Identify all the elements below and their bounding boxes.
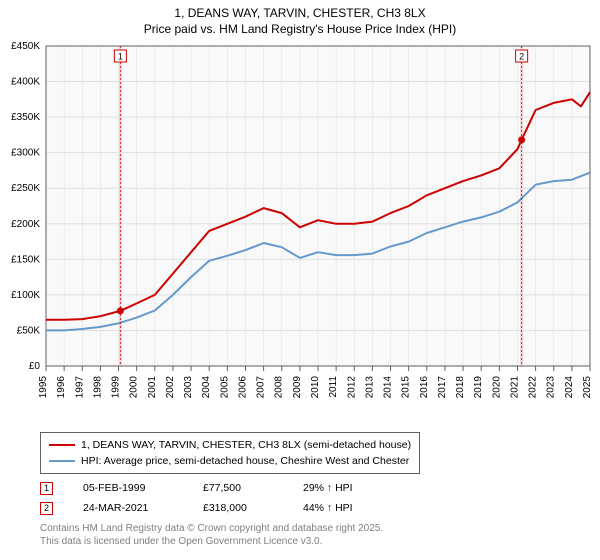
svg-text:2003: 2003 [183,376,194,399]
svg-text:2023: 2023 [546,376,557,399]
svg-text:2014: 2014 [383,376,394,399]
svg-text:2001: 2001 [147,376,158,399]
footer-line-2: This data is licensed under the Open Gov… [40,535,383,548]
svg-text:2015: 2015 [401,376,412,399]
svg-text:2013: 2013 [364,376,375,399]
svg-text:£50K: £50K [17,325,41,336]
svg-text:£250K: £250K [11,183,40,194]
svg-text:2018: 2018 [455,376,466,399]
svg-text:2000: 2000 [129,376,140,399]
svg-text:£400K: £400K [11,77,40,88]
svg-text:2017: 2017 [437,376,448,399]
svg-text:2021: 2021 [509,376,520,399]
marker-price: £77,500 [203,482,303,494]
legend-label: HPI: Average price, semi-detached house,… [81,455,409,467]
svg-text:2004: 2004 [201,376,212,399]
svg-text:1998: 1998 [92,376,103,399]
legend-swatch [49,444,75,446]
svg-text:2008: 2008 [274,376,285,399]
line-chart: £0 £50K £100K £150K £200K £250K £300K £350K £400… [0,40,600,420]
svg-text:1996: 1996 [56,376,67,399]
title-line-1: 1, DEANS WAY, TARVIN, CHESTER, CH3 8LX [0,6,600,22]
chart-area: £0 £50K £100K £150K £200K £250K £300K £350K £400… [0,40,600,420]
marker-date: 24-MAR-2021 [83,502,203,514]
svg-text:£200K: £200K [11,219,40,230]
chart-titles: 1, DEANS WAY, TARVIN, CHESTER, CH3 8LX P… [0,0,600,37]
svg-text:1995: 1995 [38,376,49,399]
svg-text:2: 2 [519,52,524,62]
svg-text:£0: £0 [29,361,41,372]
svg-text:2011: 2011 [328,376,339,398]
legend-item: 1, DEANS WAY, TARVIN, CHESTER, CH3 8LX (… [49,437,411,453]
svg-text:2010: 2010 [310,376,321,399]
svg-text:2002: 2002 [165,376,176,399]
marker-date: 05-FEB-1999 [83,482,203,494]
title-line-2: Price paid vs. HM Land Registry's House … [0,22,600,38]
svg-text:2016: 2016 [419,376,430,399]
legend: 1, DEANS WAY, TARVIN, CHESTER, CH3 8LX (… [40,432,420,474]
marker-price: £318,000 [203,502,303,514]
svg-text:2022: 2022 [528,376,539,399]
svg-text:2024: 2024 [564,376,575,399]
svg-text:2019: 2019 [473,376,484,399]
svg-text:£100K: £100K [11,290,40,301]
marker-badge: 1 [40,482,53,495]
marker-badge: 2 [40,502,53,515]
svg-text:2012: 2012 [346,376,357,399]
svg-text:£350K: £350K [11,112,40,123]
svg-text:£300K: £300K [11,148,40,159]
svg-text:£450K: £450K [11,41,40,52]
marker-row: 1 05-FEB-1999 £77,500 29% ↑ HPI [40,478,403,498]
svg-text:1999: 1999 [111,376,122,399]
svg-text:2025: 2025 [582,376,593,399]
marker-table: 1 05-FEB-1999 £77,500 29% ↑ HPI 2 24-MAR… [40,478,403,518]
footer-line-1: Contains HM Land Registry data © Crown c… [40,522,383,535]
marker-hpi: 44% ↑ HPI [303,502,403,514]
legend-label: 1, DEANS WAY, TARVIN, CHESTER, CH3 8LX (… [81,439,411,451]
marker-row: 2 24-MAR-2021 £318,000 44% ↑ HPI [40,498,403,518]
svg-text:1: 1 [118,52,123,62]
svg-text:£150K: £150K [11,254,40,265]
svg-text:2005: 2005 [219,376,230,399]
svg-text:1997: 1997 [74,376,85,399]
svg-text:2020: 2020 [491,376,502,399]
footer: Contains HM Land Registry data © Crown c… [40,522,383,548]
marker-hpi: 29% ↑ HPI [303,482,403,494]
svg-text:2009: 2009 [292,376,303,399]
svg-text:2006: 2006 [237,376,248,399]
legend-swatch [49,460,75,462]
svg-text:2007: 2007 [256,376,267,399]
legend-item: HPI: Average price, semi-detached house,… [49,453,411,469]
